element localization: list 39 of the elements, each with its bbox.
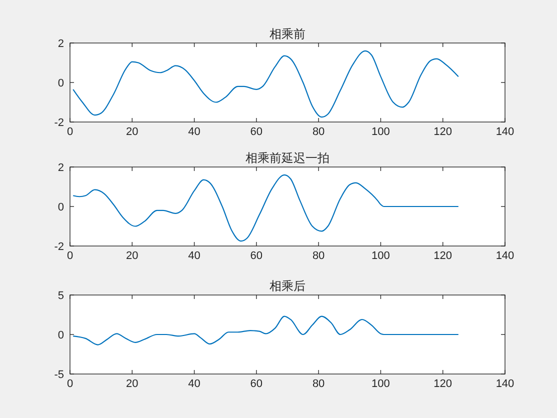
line-series <box>72 316 459 346</box>
y-tick-label: 0 <box>58 78 64 90</box>
x-tick-label: 140 <box>496 250 514 262</box>
x-tick-label: 60 <box>250 250 263 262</box>
y-tick-label: -5 <box>54 369 64 381</box>
y-tick-label: 2 <box>58 162 64 174</box>
x-tick-label: 120 <box>434 250 452 262</box>
x-tick-label: 60 <box>250 126 263 138</box>
x-tick-label: 40 <box>188 126 200 138</box>
y-tick-label: 0 <box>58 330 64 342</box>
chart-title: 相乘前 <box>270 27 306 41</box>
y-tick-label: 0 <box>58 202 64 214</box>
x-tick-label: 0 <box>66 126 74 138</box>
x-tick-label: 40 <box>188 378 200 390</box>
x-tick-label: 80 <box>312 378 325 390</box>
chart-title: 相乘前延迟一拍 <box>246 151 330 165</box>
chart-title: 相乘后 <box>270 279 306 293</box>
x-tick-label: 0 <box>66 250 74 262</box>
line-series <box>72 50 459 118</box>
x-tick-label: 140 <box>496 126 514 138</box>
y-tick-label: 5 <box>58 290 64 302</box>
x-tick-label: 40 <box>188 250 200 262</box>
x-tick-label: 80 <box>312 250 325 262</box>
x-tick-label: 140 <box>496 378 514 390</box>
x-tick-label: 20 <box>126 378 138 390</box>
x-tick-label: 100 <box>372 378 390 390</box>
line-series <box>72 174 459 242</box>
x-tick-label: 60 <box>250 378 263 390</box>
x-tick-label: 20 <box>126 250 138 262</box>
x-tick-label: 120 <box>434 378 452 390</box>
y-tick-label: -2 <box>54 241 64 253</box>
y-tick-label: -2 <box>54 117 64 129</box>
x-tick-label: 20 <box>126 126 138 138</box>
x-tick-label: 120 <box>434 126 452 138</box>
x-tick-label: 100 <box>372 250 390 262</box>
x-tick-label: 80 <box>312 126 325 138</box>
y-tick-label: 2 <box>58 38 64 50</box>
x-tick-label: 0 <box>66 378 74 390</box>
x-tick-label: 100 <box>372 126 390 138</box>
